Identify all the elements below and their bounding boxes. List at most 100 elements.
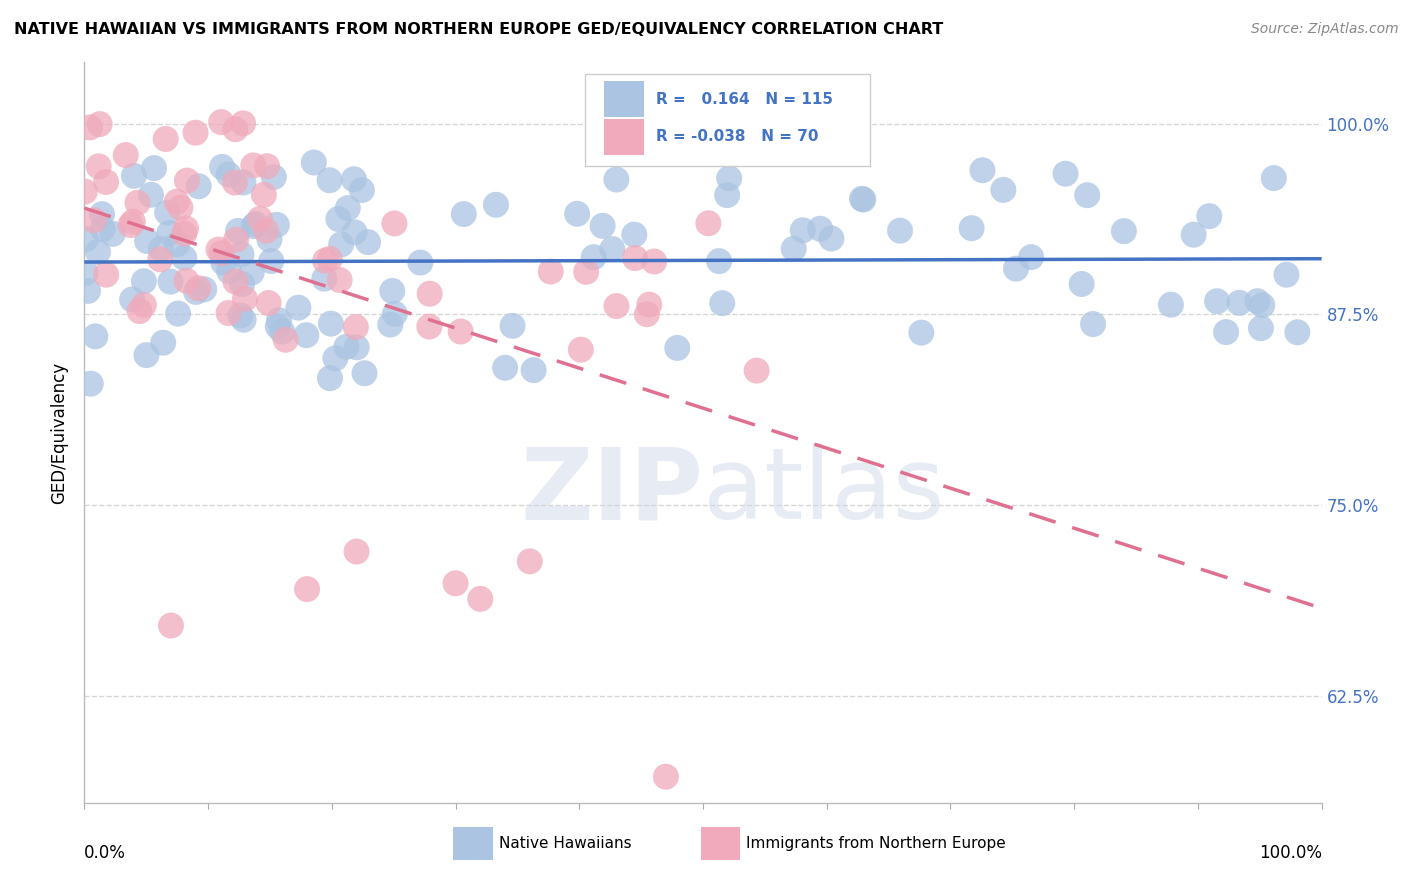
- Point: [114, 148, 136, 162]
- Point: [166, 237, 188, 252]
- Point: [711, 296, 734, 310]
- Point: [122, 215, 145, 229]
- Point: [167, 307, 190, 321]
- Point: [287, 301, 309, 315]
- Point: [240, 266, 263, 280]
- Point: [565, 207, 588, 221]
- Point: [325, 351, 347, 366]
- Point: [972, 163, 994, 178]
- Point: [851, 192, 873, 206]
- Point: [209, 115, 232, 129]
- Point: [319, 317, 342, 331]
- Point: [152, 335, 174, 350]
- Point: [174, 221, 197, 235]
- Point: [314, 253, 336, 268]
- Point: [224, 176, 246, 190]
- Point: [381, 284, 404, 298]
- Point: [211, 160, 233, 174]
- Point: [1250, 321, 1272, 335]
- Point: [187, 281, 209, 295]
- Point: [127, 195, 149, 210]
- Point: [1206, 294, 1229, 309]
- Point: [242, 219, 264, 234]
- Point: [346, 544, 368, 558]
- Point: [605, 172, 627, 186]
- Point: [519, 554, 541, 568]
- Point: [330, 237, 353, 252]
- Point: [132, 298, 155, 312]
- Point: [319, 371, 342, 385]
- Point: [229, 309, 252, 323]
- Point: [624, 251, 647, 265]
- Point: [569, 343, 592, 357]
- Point: [80, 376, 103, 391]
- Point: [218, 168, 240, 182]
- Point: [450, 325, 472, 339]
- Text: ZIP: ZIP: [520, 443, 703, 541]
- Point: [1112, 224, 1135, 238]
- Point: [249, 211, 271, 226]
- Point: [295, 328, 318, 343]
- Point: [187, 179, 209, 194]
- Point: [94, 268, 117, 282]
- Point: [245, 217, 267, 231]
- Point: [155, 132, 177, 146]
- Point: [263, 169, 285, 184]
- Point: [121, 293, 143, 307]
- Point: [384, 216, 406, 230]
- Point: [1081, 317, 1104, 331]
- FancyBboxPatch shape: [605, 81, 644, 117]
- Point: [600, 242, 623, 256]
- Point: [1251, 298, 1274, 312]
- Point: [193, 282, 215, 296]
- Point: [655, 770, 678, 784]
- Point: [89, 117, 111, 131]
- Point: [207, 243, 229, 257]
- Point: [1198, 209, 1220, 223]
- Point: [666, 341, 689, 355]
- Point: [226, 224, 249, 238]
- Point: [1263, 171, 1285, 186]
- FancyBboxPatch shape: [585, 73, 870, 166]
- Point: [176, 173, 198, 187]
- Point: [256, 159, 278, 173]
- Point: [184, 285, 207, 299]
- Point: [1246, 294, 1268, 309]
- Point: [260, 254, 283, 268]
- FancyBboxPatch shape: [700, 827, 740, 860]
- Point: [120, 218, 142, 232]
- Point: [302, 155, 325, 169]
- Point: [132, 274, 155, 288]
- Text: R =   0.164   N = 115: R = 0.164 N = 115: [657, 92, 832, 106]
- Point: [77, 284, 100, 298]
- Point: [357, 235, 380, 249]
- Point: [232, 176, 254, 190]
- Point: [232, 312, 254, 326]
- Point: [1227, 295, 1250, 310]
- Point: [149, 252, 172, 267]
- Point: [470, 591, 492, 606]
- Point: [242, 158, 264, 172]
- Point: [135, 348, 157, 362]
- Point: [156, 205, 179, 219]
- Point: [1275, 268, 1298, 282]
- Point: [343, 225, 366, 239]
- Point: [157, 226, 180, 240]
- Point: [707, 254, 730, 268]
- Point: [160, 618, 183, 632]
- Point: [233, 292, 256, 306]
- Point: [225, 233, 247, 247]
- Point: [83, 213, 105, 227]
- Point: [166, 194, 188, 209]
- Point: [274, 333, 297, 347]
- Point: [820, 231, 842, 245]
- Point: [318, 173, 340, 187]
- Point: [638, 298, 661, 312]
- Text: 0.0%: 0.0%: [84, 844, 127, 862]
- Point: [910, 326, 932, 340]
- Point: [139, 187, 162, 202]
- Point: [257, 296, 280, 310]
- Point: [75, 266, 97, 280]
- Point: [336, 201, 359, 215]
- Point: [350, 183, 373, 197]
